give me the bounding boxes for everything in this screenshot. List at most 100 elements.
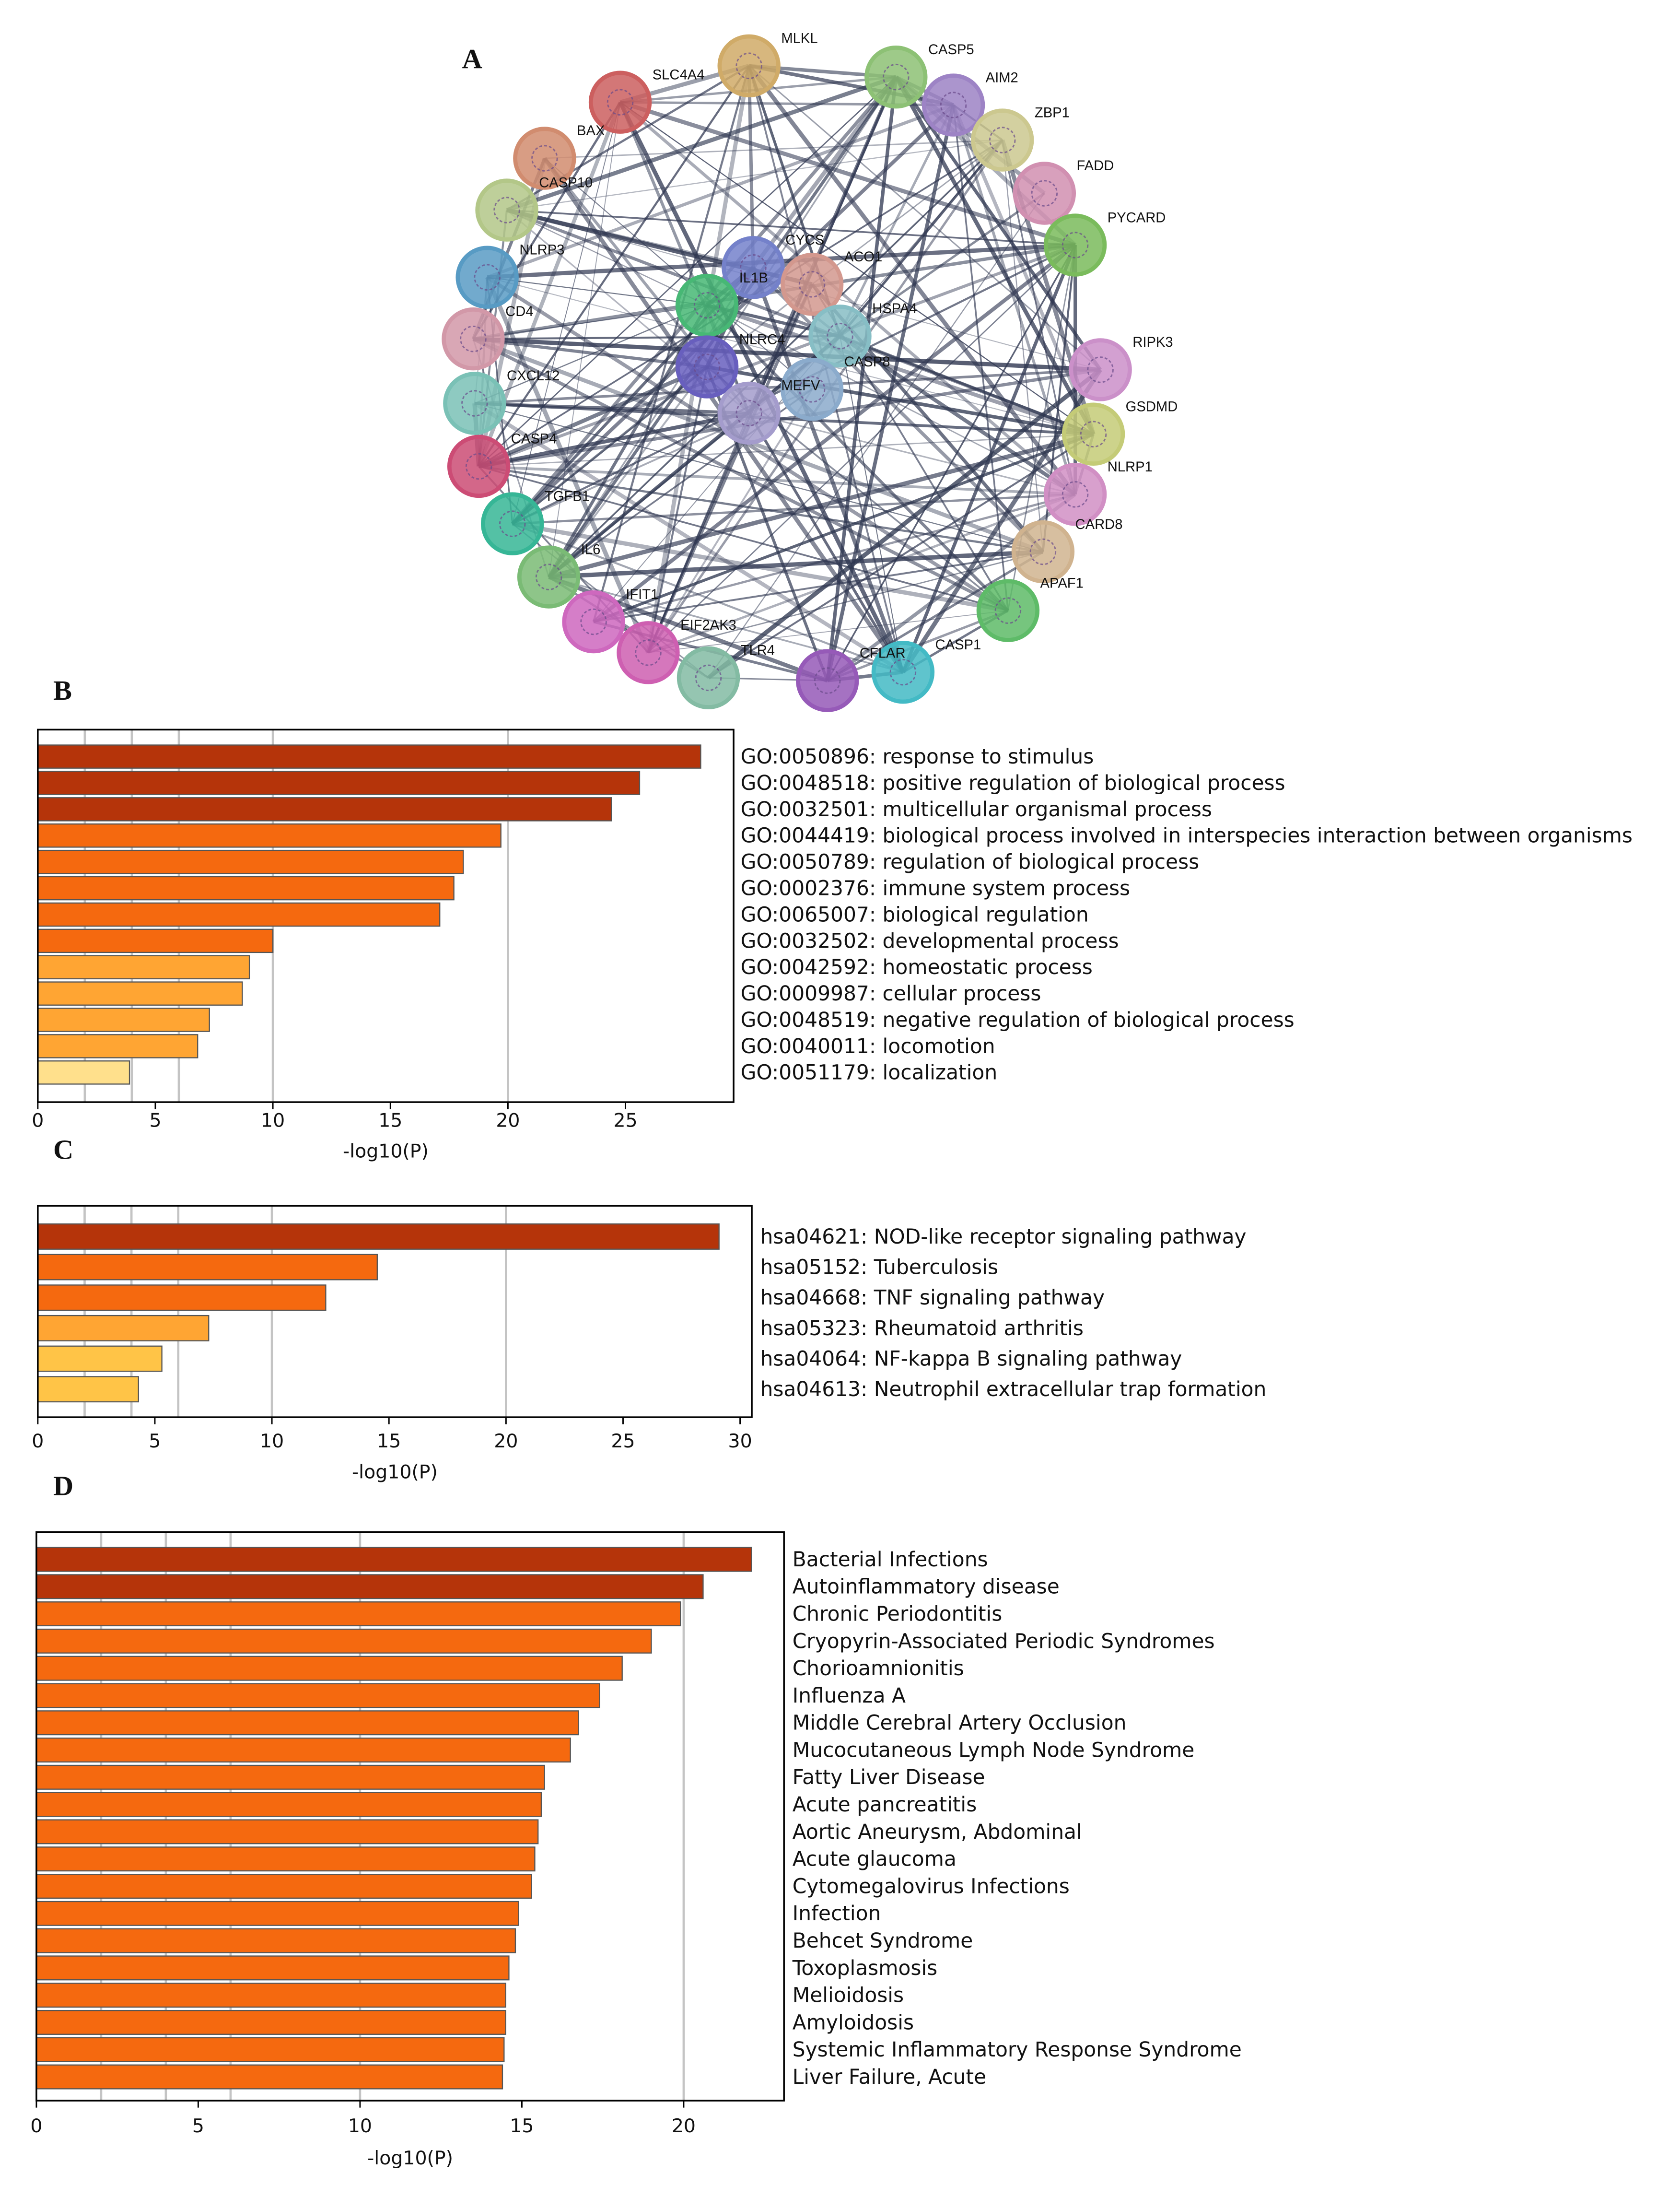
- category-label: hsa04613: Neutrophil extracellular trap …: [760, 1377, 1267, 1401]
- network-edge: [478, 433, 1094, 467]
- network-node: [513, 127, 576, 190]
- node-label: TLR4: [741, 643, 775, 658]
- network-node: [617, 621, 680, 684]
- network-edge: [544, 139, 1003, 159]
- network-edge: [706, 303, 1094, 436]
- bar: [35, 1792, 542, 1817]
- network-edge: [471, 157, 546, 340]
- node-label: AIM2: [986, 70, 1018, 85]
- network-node: [1043, 463, 1107, 526]
- network-node: [675, 273, 739, 337]
- network-node: [443, 372, 506, 435]
- protein-structure: [994, 597, 1022, 624]
- network-edge: [648, 551, 1043, 654]
- network-edge: [593, 493, 1076, 623]
- bar: [37, 797, 612, 822]
- protein-structure: [1080, 421, 1107, 447]
- protein-structure: [1062, 481, 1089, 508]
- bar: [35, 1710, 579, 1736]
- x-tick-label: 25: [613, 1109, 637, 1131]
- network-edge: [506, 209, 1075, 246]
- x-tick-label: 20: [494, 1430, 518, 1452]
- category-label: Bacterial Infections: [793, 1548, 988, 1571]
- network-node: [864, 45, 928, 109]
- network-edge: [593, 433, 1094, 623]
- network-node: [808, 305, 872, 368]
- network-node: [780, 358, 844, 421]
- network-edge: [811, 139, 1003, 285]
- node-label: NLRC4: [739, 332, 785, 347]
- node-label: BAX: [577, 123, 605, 139]
- x-tick-label: 25: [611, 1430, 635, 1452]
- protein-structure: [580, 608, 607, 635]
- x-tick-label: 30: [728, 1430, 752, 1452]
- x-axis-label: -log10(P): [367, 2147, 453, 2169]
- network-edge: [619, 100, 1076, 247]
- x-axis-label: -log10(P): [343, 1140, 429, 1163]
- category-label: Behcet Syndrome: [793, 1929, 973, 1952]
- network-edge: [473, 337, 1101, 372]
- node-label: CASP8: [844, 354, 890, 370]
- network-edge: [487, 103, 954, 279]
- panel-label: C: [53, 1134, 73, 1165]
- network-edge: [751, 267, 905, 673]
- category-label: Fatty Liver Disease: [793, 1765, 985, 1789]
- protein-structure: [693, 353, 721, 380]
- bar: [37, 1060, 130, 1085]
- network-edge: [952, 104, 1095, 435]
- bar: [37, 1254, 378, 1281]
- network-edge: [706, 76, 897, 368]
- bar: [37, 1284, 327, 1311]
- node-label: EIF2AK3: [680, 618, 736, 633]
- network-node: [796, 649, 859, 712]
- x-tick-label: 10: [261, 1109, 285, 1131]
- bar: [35, 1819, 539, 1845]
- category-label: Systemic Inflammatory Response Syndrome: [793, 2038, 1242, 2061]
- node-label: SLC4A4: [653, 67, 705, 82]
- plot-frame: [37, 728, 735, 1103]
- category-label: GO:0048518: positive regulation of biolo…: [741, 771, 1285, 795]
- category-label: GO:0050896: response to stimulus: [741, 745, 1094, 768]
- category-label: Chorioamnionitis: [793, 1657, 964, 1680]
- bar: [37, 849, 464, 874]
- x-tick-label: 5: [149, 1430, 161, 1452]
- bar: [35, 1901, 519, 1926]
- category-label: GO:0032501: multicellular organismal pro…: [741, 798, 1212, 821]
- bar: [37, 955, 250, 980]
- protein-structure: [635, 639, 662, 666]
- network-edge: [544, 158, 813, 390]
- plot-frame: [37, 1205, 753, 1418]
- network-node: [1069, 338, 1132, 401]
- bar: [37, 928, 274, 953]
- network-node: [717, 34, 781, 97]
- network-edge: [706, 304, 1009, 612]
- protein-structure: [735, 399, 762, 427]
- bar: [35, 1656, 623, 1681]
- network-edge: [478, 277, 489, 467]
- protein-structure: [607, 89, 634, 116]
- protein-structure: [693, 292, 721, 319]
- category-label: GO:0040011: locomotion: [741, 1034, 995, 1058]
- network-node: [442, 307, 505, 371]
- network-edge: [748, 65, 1101, 371]
- category-label: Middle Cerebral Artery Occlusion: [793, 1711, 1127, 1735]
- node-label: MEFV: [781, 378, 820, 394]
- x-tick-label: 0: [32, 1430, 44, 1452]
- node-label: IL6: [581, 542, 601, 557]
- x-tick-label: 10: [260, 1430, 284, 1452]
- protein-structure: [889, 658, 917, 686]
- network-edge: [619, 102, 1094, 435]
- category-label: Toxoplasmosis: [792, 1956, 938, 1980]
- network-edge: [1002, 140, 1044, 552]
- bar: [37, 876, 455, 901]
- x-tick-label: 20: [672, 2115, 696, 2137]
- node-label: MLKL: [781, 31, 817, 47]
- node-label: RIPK3: [1132, 335, 1173, 350]
- network-edge: [473, 401, 904, 674]
- bar: [37, 1345, 163, 1372]
- category-label: GO:0042592: homeostatic process: [741, 955, 1093, 979]
- bar: [35, 1846, 536, 1872]
- network-edge: [592, 65, 750, 623]
- network-node: [717, 381, 781, 445]
- bar: [35, 1955, 510, 1981]
